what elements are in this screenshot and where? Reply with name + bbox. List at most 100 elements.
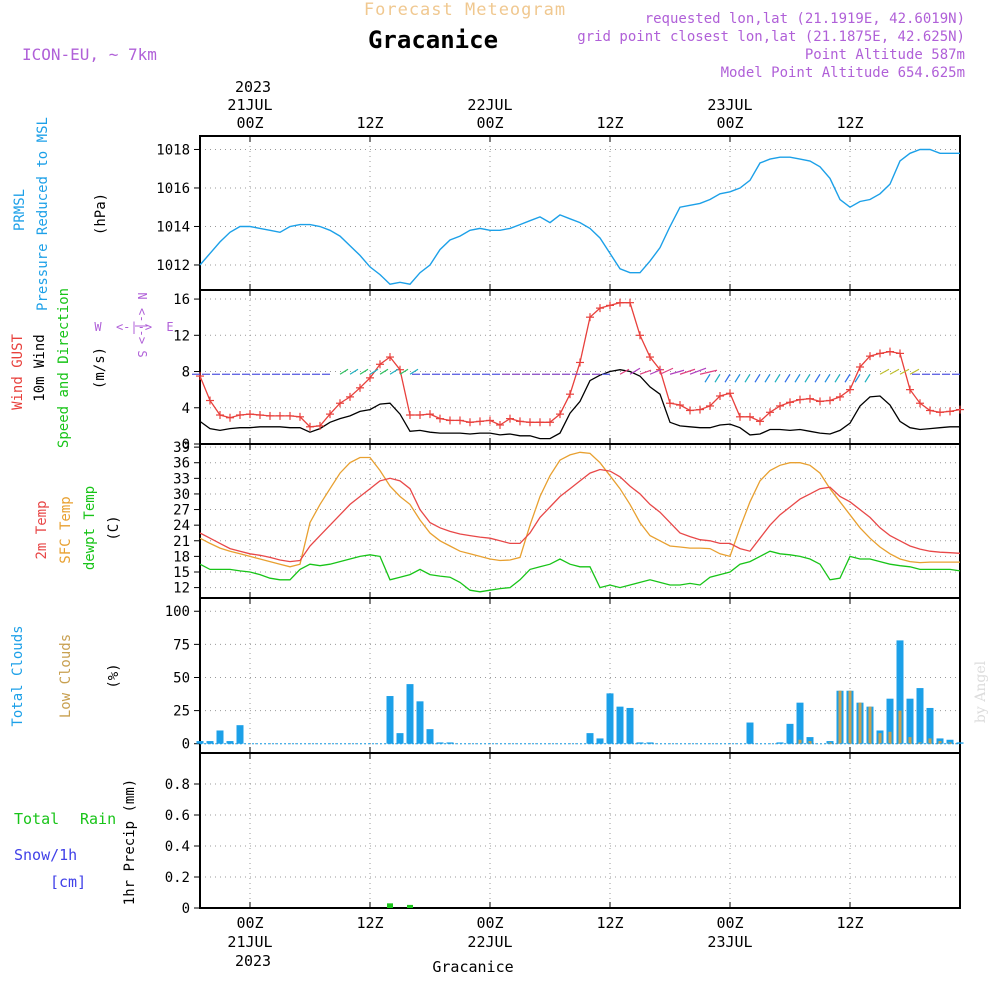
wind-direction-arrow	[814, 373, 821, 383]
panel-frame	[199, 443, 961, 599]
total-cloud-bar	[436, 742, 444, 744]
gust-marker	[426, 410, 434, 419]
low-cloud-bar	[858, 702, 862, 744]
top-time-label: 00Z	[476, 114, 503, 132]
gust-marker	[406, 411, 414, 420]
gust-marker	[566, 390, 574, 399]
wind-direction-arrow	[679, 368, 696, 375]
y-tick-label: 15	[173, 565, 190, 581]
y-tick-label: 25	[173, 704, 190, 720]
top-date-label: 21JUL	[227, 96, 272, 114]
gust-marker	[586, 313, 594, 322]
wind-direction-arrow	[764, 373, 771, 383]
total-cloud-bar	[406, 684, 414, 744]
wind-direction-arrow	[889, 368, 900, 375]
compass-west: W	[94, 320, 102, 334]
watermark: by Angel	[973, 660, 989, 723]
y-tick-label: 18	[173, 549, 190, 565]
precip-unit-label: 1hr Precip (mm)	[122, 779, 138, 905]
wind-gust-label: Wind GUST	[10, 334, 26, 410]
top-time-label: 00Z	[716, 114, 743, 132]
low-cloud-bar	[938, 741, 942, 744]
pressure-msl-label: Pressure Reduced to MSL	[35, 117, 51, 311]
gust-marker	[296, 412, 304, 421]
bottom-time-label: 12Z	[596, 914, 623, 932]
total-cloud-bar	[446, 742, 454, 744]
wind-direction-arrow	[844, 373, 851, 383]
gust-marker	[306, 422, 314, 431]
y-tick-label: 0.6	[165, 808, 190, 824]
gust-marker	[696, 405, 704, 414]
gust-marker	[626, 298, 634, 307]
wind-direction-arrow	[834, 373, 841, 383]
wind-direction-arrow	[619, 368, 630, 375]
wind-direction-arrow	[704, 373, 711, 383]
bottom-date-label: 22JUL	[467, 933, 512, 951]
gust-marker	[226, 413, 234, 422]
total-cloud-bar	[886, 698, 894, 744]
gust-marker	[196, 372, 204, 381]
gust-marker	[476, 417, 484, 426]
total-cloud-bar	[586, 733, 594, 744]
gust-marker	[916, 399, 924, 408]
total-cloud-bar	[926, 707, 934, 744]
panel-frame	[199, 289, 961, 445]
wind-labels: Wind GUST 10m Wind Speed and Direction (…	[10, 288, 174, 448]
pressure-line	[199, 148, 960, 285]
pressure-labels: PRMSL Pressure Reduced to MSL (hPa)	[12, 117, 109, 311]
bottom-time-label: 12Z	[836, 914, 863, 932]
low-cloud-bar	[918, 742, 922, 744]
total-cloud-bar	[786, 723, 794, 744]
y-tick-label: 24	[173, 518, 190, 534]
gust-marker	[356, 383, 364, 392]
gust-marker	[506, 414, 514, 423]
wind-direction-arrow	[339, 368, 349, 375]
y-tick-label: 0	[182, 901, 190, 917]
gust-marker	[436, 414, 444, 423]
wind-direction-arrow	[744, 373, 751, 383]
gust-marker	[836, 392, 844, 401]
total-cloud-bar	[896, 640, 904, 744]
gust-marker	[376, 360, 384, 369]
model-label: ICON-EU, ~ 7km	[22, 45, 157, 64]
wind-direction-arrow	[864, 373, 871, 383]
gust-marker	[416, 411, 424, 420]
gust-marker	[246, 410, 254, 419]
requested-coords: requested lon,lat (21.1919E, 42.6019N)	[645, 11, 965, 27]
wind-direction-arrow	[689, 367, 707, 375]
wind-direction-arrow	[909, 368, 920, 375]
y-tick-label: 1016	[156, 181, 190, 197]
wind-direction-arrow	[804, 373, 811, 383]
y-tick-label: 30	[173, 487, 190, 503]
y-tick-label: 21	[173, 534, 190, 550]
wind-direction-arrow	[629, 367, 641, 375]
y-tick-label: 1014	[156, 219, 190, 235]
total-cloud-bar	[916, 688, 924, 744]
gust-marker	[466, 418, 474, 427]
gust-marker	[856, 363, 864, 371]
bottom-time-label: 00Z	[716, 914, 743, 932]
total-label: Total	[14, 810, 59, 828]
panels: 1012101410161018048121612151821242730333…	[156, 135, 964, 917]
gust-marker	[326, 410, 334, 419]
wind-direction-arrow	[714, 373, 721, 383]
gust-marker	[286, 411, 294, 420]
top-date-label: 23JUL	[707, 96, 752, 114]
gust-marker	[546, 418, 554, 427]
gust-marker	[276, 411, 284, 420]
gust-marker	[666, 399, 674, 408]
gust-marker	[846, 385, 854, 394]
y-tick-label: 16	[173, 292, 190, 308]
wind-direction-arrow	[649, 368, 663, 375]
total-cloud-bar	[426, 729, 434, 744]
gust-marker	[646, 353, 654, 362]
top-time-label: 00Z	[236, 114, 263, 132]
total-cloud-bar	[206, 741, 214, 744]
gust-marker	[776, 401, 784, 410]
gust-marker	[936, 408, 944, 417]
total-cloud-bar	[386, 696, 394, 744]
wind-direction-arrow	[349, 368, 359, 375]
y-tick-label: 33	[173, 471, 190, 487]
total-cloud-bar	[606, 693, 614, 744]
wind-direction-arrow	[824, 373, 831, 383]
